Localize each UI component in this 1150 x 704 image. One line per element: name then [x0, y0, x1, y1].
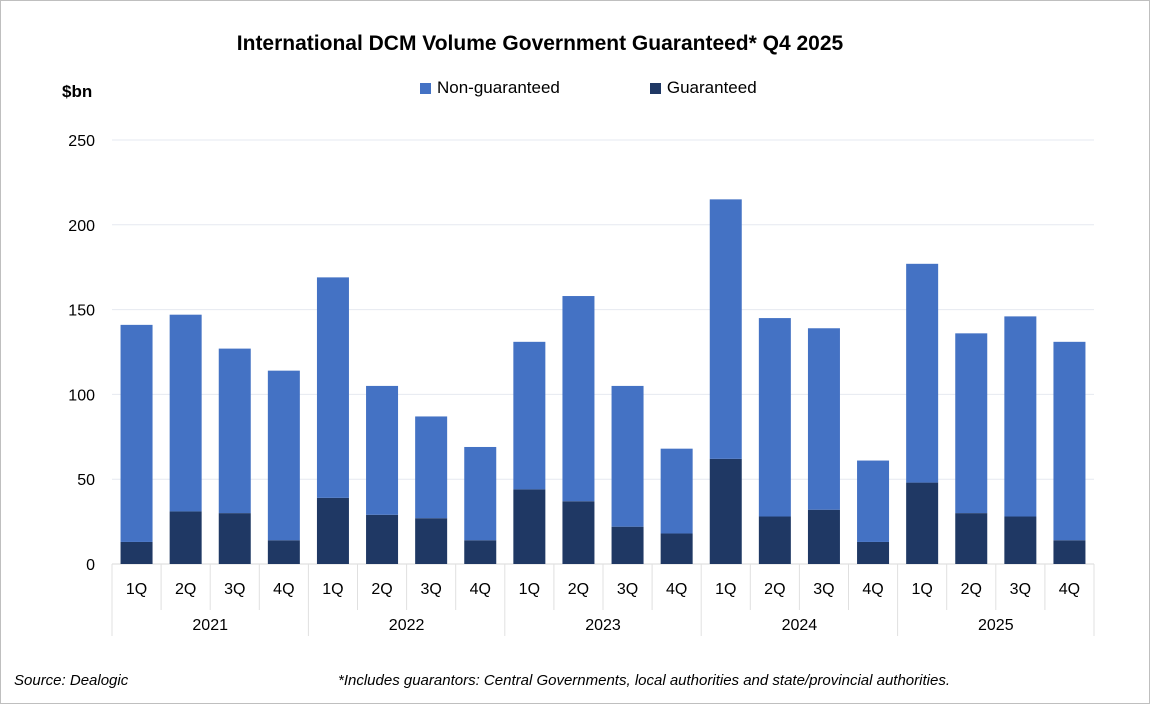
bar-non-guaranteed: [316, 277, 349, 498]
x-tick-label: 4Q: [666, 581, 687, 598]
y-tick-label: 250: [68, 133, 95, 150]
x-tick-label: 4Q: [1059, 581, 1080, 598]
legend-item-guaranteed: Guaranteed: [649, 78, 757, 98]
bar-guaranteed: [366, 514, 399, 564]
x-tick-label: 2Q: [961, 581, 982, 598]
x-tick-label: 3Q: [224, 581, 245, 598]
bar-non-guaranteed: [758, 318, 791, 517]
bar-non-guaranteed: [267, 370, 300, 541]
y-axis-unit: $bn: [62, 82, 93, 101]
y-tick-label: 200: [68, 218, 95, 235]
bar-guaranteed: [415, 518, 448, 564]
x-tick-label: 1Q: [126, 581, 147, 598]
bar-non-guaranteed: [1004, 316, 1037, 517]
legend-item-non-guaranteed: Non-guaranteed: [420, 78, 560, 98]
bar-non-guaranteed: [807, 328, 840, 510]
x-group-label: 2024: [782, 617, 818, 634]
bar-guaranteed: [120, 541, 153, 564]
bar-guaranteed: [611, 526, 644, 564]
y-tick-label: 100: [68, 387, 95, 404]
bar-guaranteed: [513, 489, 546, 564]
source-note: Source: Dealogic: [14, 672, 129, 689]
x-tick-label: 2Q: [568, 581, 589, 598]
legend: Non-guaranteed Guaranteed: [420, 78, 757, 98]
y-tick-label: 150: [68, 303, 95, 320]
bar-guaranteed: [709, 458, 742, 564]
bar-guaranteed: [267, 540, 300, 564]
x-tick-label: 1Q: [911, 581, 932, 598]
x-group-label: 2022: [389, 617, 425, 634]
x-tick-label: 1Q: [322, 581, 343, 598]
x-tick-label: 4Q: [470, 581, 491, 598]
bar-guaranteed: [955, 513, 988, 564]
footnote: *Includes guarantors: Central Government…: [338, 672, 950, 689]
x-tick-label: 3Q: [420, 581, 441, 598]
bar-non-guaranteed: [464, 446, 497, 541]
x-tick-label: 1Q: [715, 581, 736, 598]
bar-guaranteed: [857, 541, 890, 564]
legend-label: Non-guaranteed: [437, 78, 560, 97]
x-tick-label: 2Q: [371, 581, 392, 598]
bar-guaranteed: [218, 513, 251, 564]
y-tick-label: 50: [77, 472, 95, 489]
legend-swatch-non-guaranteed: [420, 82, 431, 94]
bar-guaranteed: [316, 497, 349, 564]
bar-guaranteed: [169, 511, 202, 564]
bar-guaranteed: [562, 501, 595, 564]
bar-non-guaranteed: [955, 333, 988, 514]
bar-non-guaranteed: [857, 460, 890, 542]
legend-label: Guaranteed: [666, 78, 757, 97]
bar-non-guaranteed: [611, 385, 644, 527]
bar-guaranteed: [758, 516, 791, 564]
bar-non-guaranteed: [513, 341, 546, 490]
bar-guaranteed: [464, 540, 497, 564]
x-group-label: 2023: [585, 617, 621, 634]
bar-non-guaranteed: [906, 263, 939, 483]
bar-non-guaranteed: [1053, 341, 1086, 541]
bar-guaranteed: [660, 533, 693, 564]
bar-non-guaranteed: [169, 314, 202, 512]
bar-guaranteed: [807, 509, 840, 564]
bar-non-guaranteed: [120, 324, 153, 542]
x-tick-label: 3Q: [617, 581, 638, 598]
bar-non-guaranteed: [660, 448, 693, 534]
x-tick-label: 2Q: [175, 581, 196, 598]
bar-guaranteed: [1053, 540, 1086, 564]
chart-title: International DCM Volume Government Guar…: [236, 32, 844, 55]
bar-non-guaranteed: [709, 199, 742, 459]
x-group-label: 2025: [978, 617, 1014, 634]
x-tick-label: 4Q: [862, 581, 883, 598]
y-tick-label: 0: [86, 557, 95, 574]
x-tick-label: 3Q: [813, 581, 834, 598]
bar-non-guaranteed: [562, 296, 595, 502]
bar-non-guaranteed: [366, 385, 399, 515]
legend-swatch-guaranteed: [649, 82, 661, 94]
bar-non-guaranteed: [415, 416, 448, 519]
bar-guaranteed: [1004, 516, 1037, 564]
x-tick-label: 2Q: [764, 581, 785, 598]
x-group-label: 2021: [192, 617, 228, 634]
x-tick-label: 3Q: [1010, 581, 1031, 598]
x-tick-label: 4Q: [273, 581, 294, 598]
x-tick-label: 1Q: [519, 581, 540, 598]
bar-non-guaranteed: [218, 348, 251, 514]
bar-guaranteed: [906, 482, 939, 564]
